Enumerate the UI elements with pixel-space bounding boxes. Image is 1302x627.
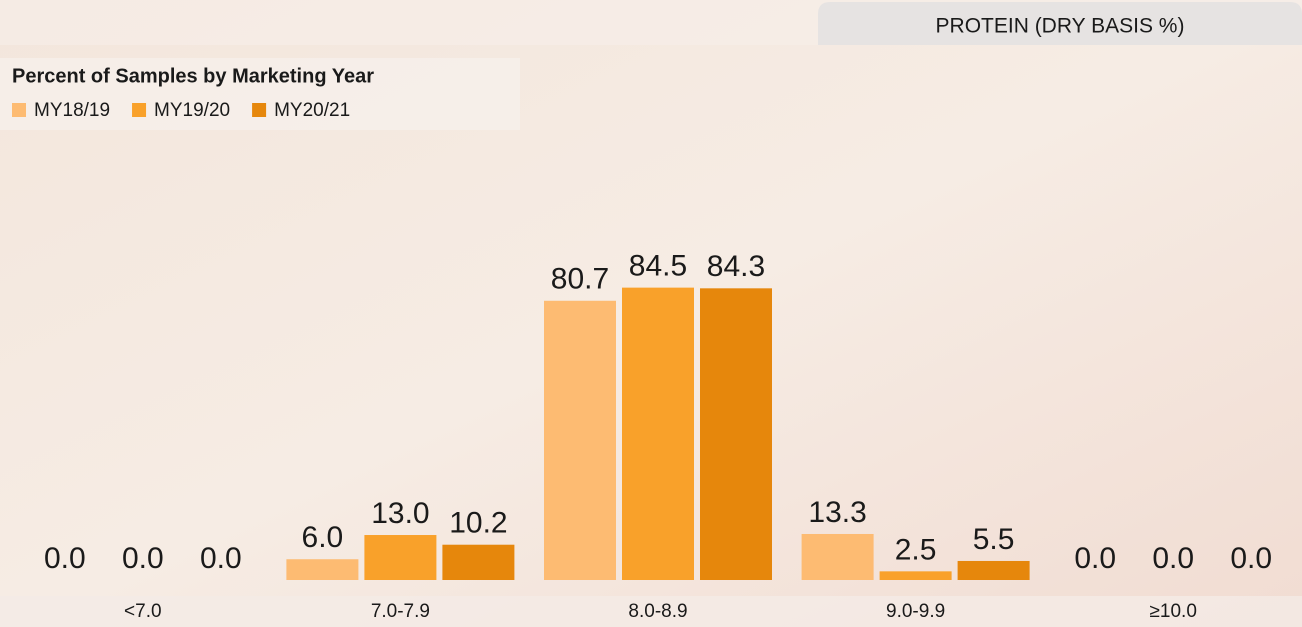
value-label: 5.5: [973, 523, 1015, 556]
bar: [544, 301, 616, 580]
legend-label: MY18/19: [34, 100, 110, 121]
value-label: 0.0: [122, 542, 164, 575]
legend-label: MY20/21: [274, 100, 350, 121]
value-label: 2.5: [895, 533, 937, 566]
value-label: 13.0: [371, 497, 429, 530]
bar: [286, 559, 358, 580]
x-tick-label: 8.0-8.9: [628, 601, 687, 622]
bar: [880, 571, 952, 580]
legend-swatch: [132, 103, 146, 117]
value-label: 0.0: [1152, 542, 1194, 575]
legend-label: MY19/20: [154, 100, 230, 121]
value-label: 0.0: [200, 542, 242, 575]
x-tick-label: ≥10.0: [1149, 601, 1196, 622]
bar: [700, 288, 772, 580]
bar: [364, 535, 436, 580]
x-tick-label: <7.0: [124, 601, 162, 622]
value-label: 80.7: [551, 263, 609, 296]
value-label: 0.0: [44, 542, 86, 575]
x-tick-label: 7.0-7.9: [371, 601, 430, 622]
chart: PROTEIN (DRY BASIS %) Percent of Samples…: [0, 0, 1302, 627]
value-label: 84.3: [707, 250, 765, 283]
bar: [802, 534, 874, 580]
value-label: 0.0: [1230, 542, 1272, 575]
legend-swatch: [252, 103, 266, 117]
section-label: PROTEIN (DRY BASIS %): [936, 15, 1185, 38]
value-label: 13.3: [808, 496, 866, 529]
legend-swatch: [12, 103, 26, 117]
value-label: 84.5: [629, 250, 687, 283]
value-label: 0.0: [1074, 542, 1116, 575]
value-label: 10.2: [449, 507, 507, 540]
chart-title: Percent of Samples by Marketing Year: [12, 65, 374, 87]
bar: [442, 545, 514, 580]
x-tick-label: 9.0-9.9: [886, 601, 945, 622]
bar: [622, 288, 694, 580]
bar: [958, 561, 1030, 580]
value-label: 6.0: [302, 521, 344, 554]
